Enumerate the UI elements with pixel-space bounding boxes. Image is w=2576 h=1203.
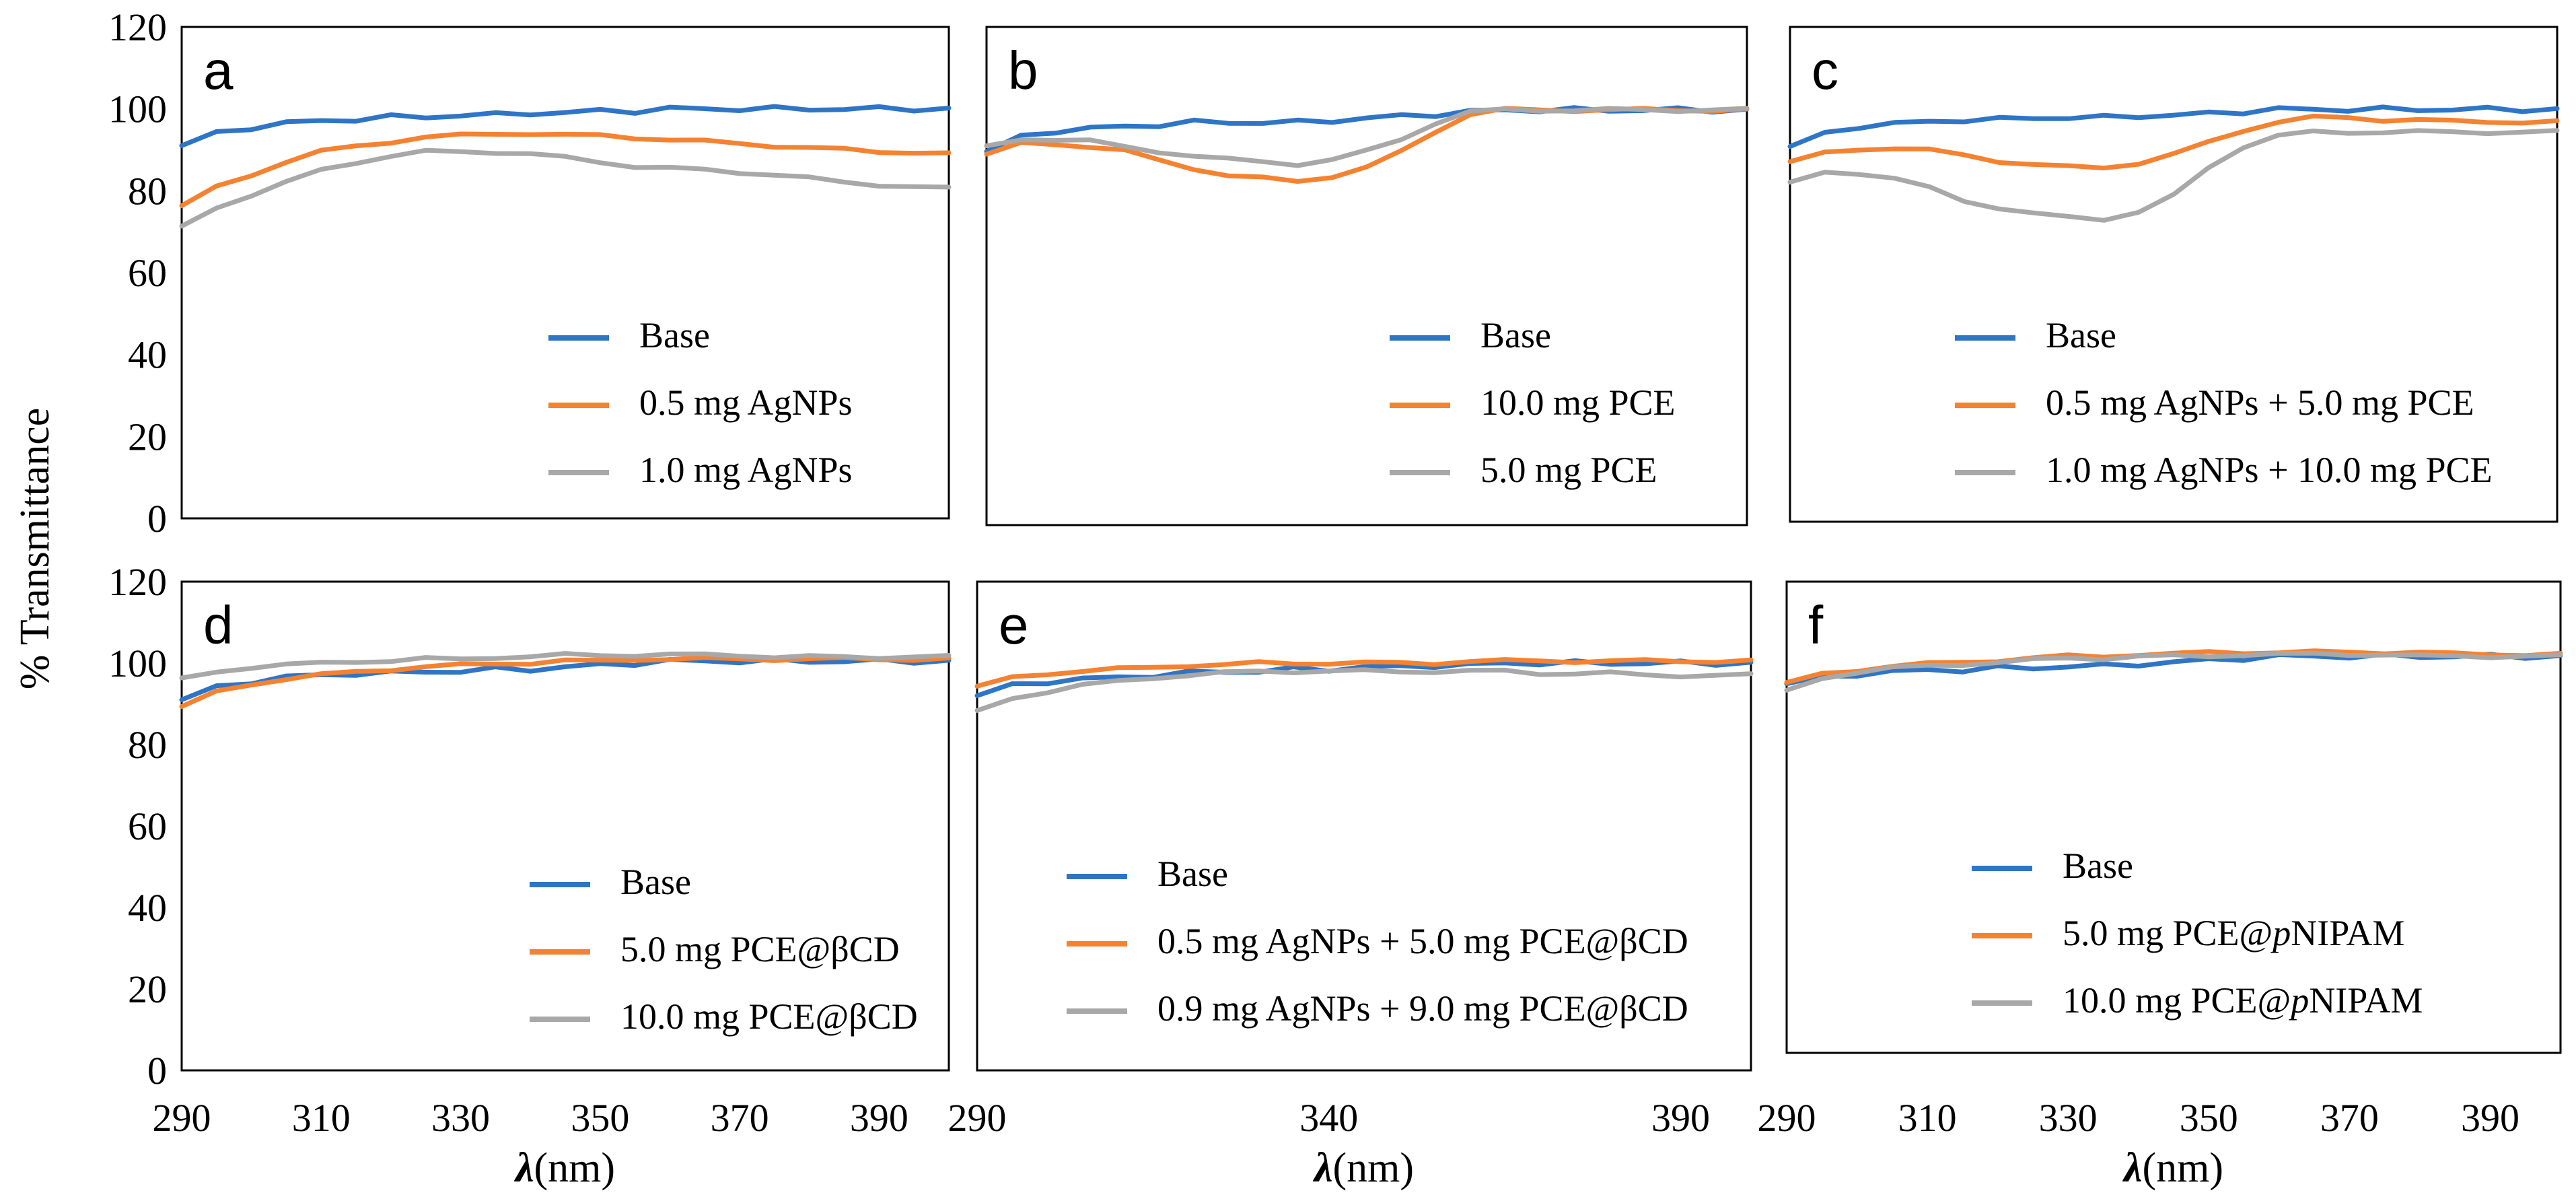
panel-frame-c — [1789, 26, 2559, 523]
legend-label-f-1: Base — [2063, 846, 2133, 886]
series-line-e-3 — [974, 667, 1754, 713]
series-line-b-1 — [984, 105, 1750, 154]
panel-letter-e: e — [999, 595, 1029, 655]
legend-label-f-3: 10.0 mg PCE@pNIPAM — [2063, 980, 2423, 1021]
xtick-label-d-390: 390 — [850, 1096, 908, 1140]
ytick-label-d-100: 100 — [108, 642, 167, 685]
series-line-d-3 — [179, 651, 952, 681]
xtick-label-e-340: 340 — [1299, 1096, 1358, 1140]
ytick-label-d-120: 120 — [108, 560, 167, 604]
y-axis-title: % Transmittance — [12, 408, 58, 689]
xtick-label-d-330: 330 — [431, 1096, 490, 1140]
xtick-label-f-390: 390 — [2461, 1096, 2519, 1140]
legend-label-a-2: 0.5 mg AgNPs — [639, 382, 853, 423]
x-axis-title-f: λ(nm) — [2122, 1145, 2223, 1191]
panel-e: e Base 0.5 mg AgNPs + 5.0 mg PCE@βCD 0.9 mg… — [974, 580, 1754, 1072]
panel-letter-f: f — [1808, 595, 1824, 655]
ytick-label-d-60: 60 — [128, 804, 167, 848]
xtick-label-d-290: 290 — [153, 1096, 211, 1140]
panel-a: a Base 0.5 mg AgNPs 1.0 mg AgNPs 0 20 40 60 80 10… — [108, 5, 952, 541]
panel-frame-a — [180, 26, 950, 520]
ytick-label-d-20: 20 — [128, 967, 167, 1011]
x-axis-title-e: λ(nm) — [1312, 1145, 1414, 1191]
legend-label-d-2: 5.0 mg PCE@βCD — [620, 929, 900, 969]
ytick-label-a-60: 60 — [128, 251, 167, 295]
panel-letter-a: a — [203, 40, 234, 100]
xtick-label-d-310: 310 — [292, 1096, 351, 1140]
legend-label-a-1: Base — [639, 315, 710, 355]
ytick-label-a-100: 100 — [108, 88, 167, 131]
ytick-label-d-80: 80 — [128, 723, 167, 767]
x-axis-f: 290 310 330 350 370 390 λ(nm) — [1758, 1096, 2519, 1191]
series-line-c-1 — [1787, 104, 2560, 149]
x-axis-e: 290 340 390 λ(nm) — [948, 1096, 1710, 1191]
panel-b: b Base 10.0 mg PCE 5.0 mg PCE — [984, 26, 1750, 526]
xtick-label-f-350: 350 — [2180, 1096, 2238, 1140]
legend-label-e-2: 0.5 mg AgNPs + 5.0 mg PCE@βCD — [1157, 921, 1688, 961]
xtick-label-e-390: 390 — [1651, 1096, 1710, 1140]
panel-letter-c: c — [1812, 40, 1838, 100]
ytick-label-d-0: 0 — [147, 1049, 167, 1093]
panel-letter-b: b — [1008, 40, 1038, 100]
legend-label-d-3: 10.0 mg PCE@βCD — [620, 996, 918, 1037]
legend-label-c-2: 0.5 mg AgNPs + 5.0 mg PCE — [2046, 382, 2474, 423]
series-line-d-2 — [179, 655, 952, 709]
panel-letter-d: d — [203, 595, 234, 655]
panel-c: c Base 0.5 mg AgNPs + 5.0 mg PCE 1.0 mg AgN… — [1787, 26, 2560, 523]
panels: a Base 0.5 mg AgNPs 1.0 mg AgNPs 0 20 40 60 80 10… — [108, 5, 2563, 1191]
ytick-label-a-40: 40 — [128, 333, 167, 377]
series-line-a-1 — [179, 104, 952, 148]
series-line-f-1 — [1784, 651, 2563, 687]
panel-d: d Base 5.0 mg PCE@βCD 10.0 mg PCE@βCD 0 20 40 6… — [108, 560, 952, 1093]
xtick-label-f-370: 370 — [2320, 1096, 2379, 1140]
legend-label-b-1: Base — [1480, 315, 1551, 355]
series-line-e-2 — [974, 657, 1754, 689]
legend-label-b-3: 5.0 mg PCE — [1480, 450, 1657, 490]
ytick-label-a-120: 120 — [108, 5, 167, 49]
xtick-label-f-330: 330 — [2039, 1096, 2098, 1140]
xtick-label-e-290: 290 — [948, 1096, 1007, 1140]
xtick-label-f-310: 310 — [1898, 1096, 1957, 1140]
legend-label-d-1: Base — [620, 862, 691, 902]
panel-f: f Base 5.0 mg PCE@pNIPAM 10.0 mg PCE@pNIPAM — [1784, 580, 2563, 1054]
series-line-c-3 — [1787, 128, 2560, 223]
legend-label-a-3: 1.0 mg AgNPs — [639, 450, 853, 490]
ytick-label-d-40: 40 — [128, 886, 167, 930]
legend-label-b-2: 10.0 mg PCE — [1480, 382, 1676, 423]
series-line-a-2 — [179, 131, 952, 209]
legend-label-e-1: Base — [1157, 854, 1228, 894]
series-line-b-3 — [984, 106, 1750, 168]
xtick-label-d-370: 370 — [711, 1096, 769, 1140]
panel-frame-b — [985, 26, 1748, 526]
panel-frame-f — [1785, 580, 2562, 1054]
series-line-a-3 — [179, 147, 952, 229]
x-axis-d: 290 310 330 350 370 390 λ(nm) — [153, 1096, 908, 1191]
xtick-label-d-350: 350 — [571, 1096, 629, 1140]
panel-frame-d — [180, 580, 950, 1072]
ytick-label-a-80: 80 — [128, 169, 167, 213]
xtick-label-f-290: 290 — [1758, 1096, 1816, 1140]
legend-label-c-1: Base — [2046, 315, 2116, 355]
ytick-label-a-0: 0 — [147, 497, 167, 541]
x-axis-title-d: λ(nm) — [513, 1145, 615, 1191]
ytick-label-a-20: 20 — [128, 415, 167, 458]
series-line-c-2 — [1787, 113, 2560, 171]
panel-frame-e — [976, 580, 1752, 1072]
legend-label-f-2: 5.0 mg PCE@pNIPAM — [2063, 913, 2404, 953]
series-line-e-1 — [974, 658, 1754, 698]
legend-label-e-3: 0.9 mg AgNPs + 9.0 mg PCE@βCD — [1157, 988, 1688, 1029]
series-line-f-3 — [1784, 650, 2563, 693]
legend-label-c-3: 1.0 mg AgNPs + 10.0 mg PCE — [2046, 450, 2493, 490]
